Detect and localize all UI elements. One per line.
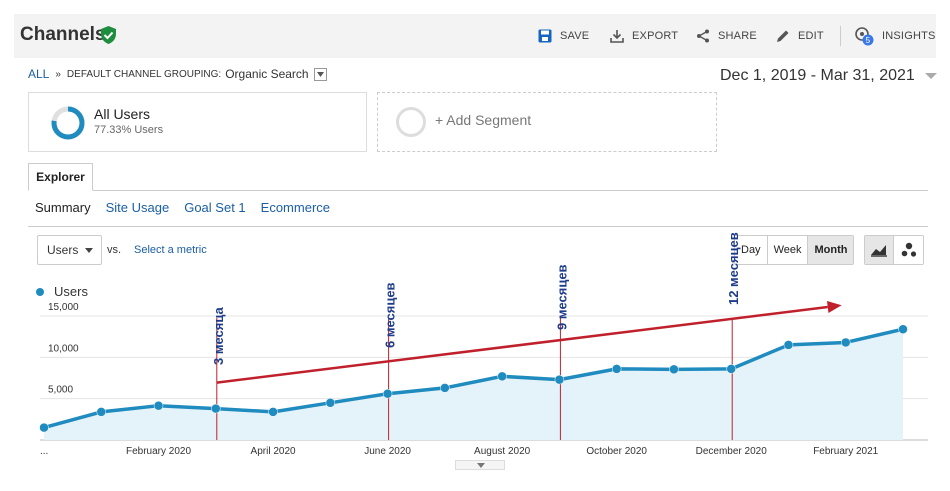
metric-select[interactable]: Users <box>37 235 102 265</box>
y-tick-label: 5,000 <box>48 385 73 396</box>
subtab-ecommerce[interactable]: Ecommerce <box>260 200 331 215</box>
pencil-icon <box>777 30 789 42</box>
users-point-2020-11 <box>669 364 679 375</box>
date-range-caret-icon <box>924 73 937 79</box>
annotation-label: 6 месяцев <box>383 282 398 348</box>
add-segment-label: + Add Segment <box>435 112 532 128</box>
segment-subtitle: 77.33% Users <box>94 124 164 136</box>
share-label: SHARE <box>718 30 757 42</box>
users-point-2019-12 <box>39 422 49 433</box>
x-tick-label: ... <box>40 446 48 457</box>
empty-segment-ring-icon <box>396 107 426 137</box>
users-point-2021-03 <box>898 324 908 334</box>
share-icon <box>697 29 709 43</box>
save-button[interactable]: SAVE <box>538 26 589 46</box>
users-point-2021-01 <box>783 340 794 350</box>
subtab-summary[interactable]: Summary <box>35 200 91 215</box>
edit-button[interactable]: EDIT <box>776 26 824 46</box>
users-point-2020-12 <box>726 364 736 374</box>
period-toggle: Day Week Month <box>734 235 855 265</box>
bubble-chart-icon <box>901 242 916 257</box>
users-point-2021-02 <box>840 337 851 348</box>
chart-type-toggle <box>864 235 924 265</box>
users-point-2020-05 <box>325 398 336 408</box>
trend-arrow-head-icon <box>826 301 842 313</box>
breadcrumb-value: Organic Search <box>225 67 309 81</box>
segment-donut-icon <box>51 106 85 140</box>
users-point-2020-10 <box>611 364 622 374</box>
export-button[interactable]: EXPORT <box>610 26 678 46</box>
users-point-2020-04 <box>268 407 278 417</box>
annotation-label: 12 месяцев <box>726 232 741 305</box>
period-day-button[interactable]: Day <box>735 236 768 264</box>
users-point-2020-06 <box>382 388 393 399</box>
legend-dot-icon <box>36 287 44 296</box>
users-point-2020-08 <box>497 371 507 382</box>
subtab-goal-set-1[interactable]: Goal Set 1 <box>184 200 246 215</box>
tab-explorer[interactable]: Explorer <box>28 163 93 191</box>
x-tick-label: December 2020 <box>696 446 768 457</box>
annotation-label: 9 месяцев <box>554 264 569 330</box>
period-month-button[interactable]: Month <box>808 236 854 264</box>
report-header: Channels SAVE EXPORT SHARE EDIT <box>14 14 936 58</box>
edit-label: EDIT <box>798 30 824 42</box>
chart-legend: Users <box>36 284 88 299</box>
metric-select-value: Users <box>47 243 79 257</box>
breadcrumb-separator: » <box>55 68 61 80</box>
chevron-down-icon <box>316 71 324 77</box>
breadcrumb-grouping: DEFAULT CHANNEL GROUPING: <box>66 68 222 80</box>
x-tick-label: April 2020 <box>251 446 296 457</box>
date-range-picker[interactable]: Dec 1, 2019 - Mar 31, 2021 <box>720 67 937 85</box>
motion-chart-button[interactable] <box>894 236 923 264</box>
date-range-label: Dec 1, 2019 - Mar 31, 2021 <box>720 67 915 84</box>
vs-label: vs. <box>107 244 122 256</box>
x-tick-label: October 2020 <box>586 446 647 457</box>
line-chart-icon <box>871 245 887 257</box>
tab-bar-line <box>28 190 928 191</box>
insights-badge: 5 <box>866 36 871 45</box>
period-week-button[interactable]: Week <box>767 236 809 264</box>
annotation-label: 3 месяца <box>211 307 226 365</box>
save-icon <box>538 29 552 43</box>
breadcrumb: ALL » DEFAULT CHANNEL GROUPING: Organic … <box>28 67 327 81</box>
users-point-2020-02 <box>153 400 164 411</box>
users-point-2020-07 <box>440 383 450 393</box>
legend-label: Users <box>54 284 88 299</box>
segment-title: All Users <box>94 106 151 122</box>
users-point-2020-09 <box>554 374 565 385</box>
metric-caret-icon <box>85 248 93 253</box>
insights-icon: 5 <box>855 27 874 46</box>
page-title: Channels <box>20 24 106 45</box>
line-chart-button[interactable] <box>865 236 894 264</box>
explorer-subtabs: Summary Site Usage Goal Set 1 Ecommerce <box>35 200 345 215</box>
chart-top-divider <box>28 226 928 227</box>
breadcrumb-all-link[interactable]: ALL <box>28 67 50 81</box>
users-point-2020-01 <box>96 407 107 417</box>
insights-button[interactable]: 5 INSIGHTS <box>854 26 936 46</box>
users-point-2020-03 <box>211 403 221 414</box>
download-icon <box>610 30 624 43</box>
add-segment-button[interactable]: + Add Segment <box>377 92 717 152</box>
users-area-fill <box>44 329 903 440</box>
export-label: EXPORT <box>632 30 679 42</box>
x-tick-label: February 2021 <box>813 446 878 457</box>
subtab-site-usage[interactable]: Site Usage <box>105 200 170 215</box>
select-metric-link[interactable]: Select a metric <box>134 244 207 256</box>
x-tick-label: February 2020 <box>126 446 191 457</box>
users-line <box>43 327 904 430</box>
y-tick-label: 15,000 <box>48 302 79 313</box>
trend-arrow-line <box>216 305 828 384</box>
share-button[interactable]: SHARE <box>696 26 757 46</box>
x-tick-label: June 2020 <box>364 446 411 457</box>
toolbar-divider <box>840 26 841 46</box>
grouping-dropdown[interactable] <box>313 67 327 81</box>
chart-resize-handle[interactable] <box>455 460 505 470</box>
x-tick-label: August 2020 <box>474 446 531 457</box>
save-label: SAVE <box>560 30 590 42</box>
insights-label: INSIGHTS <box>882 30 936 42</box>
segment-all-users[interactable]: All Users 77.33% Users <box>28 92 367 152</box>
verified-shield-icon <box>101 26 116 44</box>
y-tick-label: 10,000 <box>48 343 79 354</box>
